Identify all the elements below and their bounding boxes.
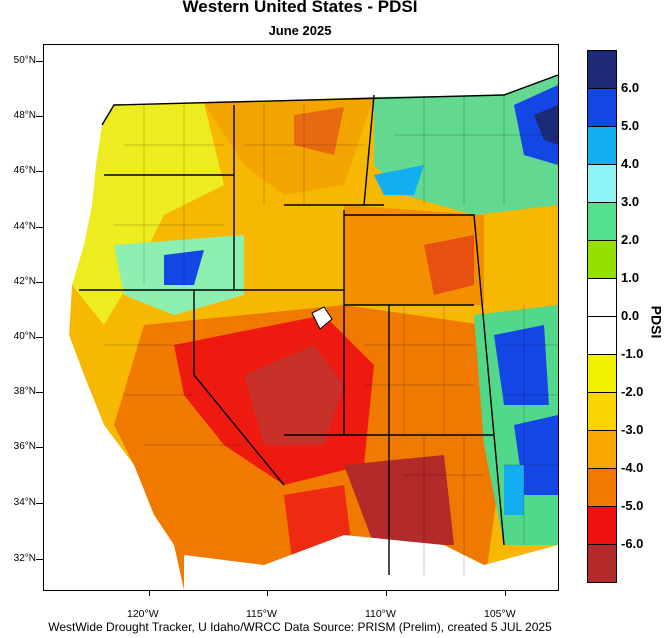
lat-label: 32°N [13, 553, 36, 564]
map-title: Western United States - PDSI [182, 0, 418, 16]
lat-tick [36, 116, 43, 117]
lon-label: 105°W [484, 608, 516, 620]
colorbar-label: 2.0 [621, 232, 640, 247]
map-subtitle: June 2025 [268, 23, 332, 38]
lat-label: 50°N [13, 55, 36, 66]
colorbar-label: 4.0 [621, 156, 640, 171]
lat-label: 46°N [13, 165, 36, 176]
colorbar-label: 1.0 [621, 270, 640, 285]
lat-tick [36, 61, 43, 62]
lat-label: 38°N [13, 386, 36, 397]
lat-tick [36, 392, 43, 393]
colorbar-segment [588, 431, 616, 469]
colorbar-segment [588, 203, 616, 241]
lat-tick [36, 559, 43, 560]
colorbar-label: -4.0 [621, 460, 644, 475]
lat-tick [36, 337, 43, 338]
colorbar-segment [588, 241, 616, 279]
colorbar-label: -3.0 [621, 422, 644, 437]
lon-tick [386, 590, 387, 596]
colorbar-segment [588, 89, 616, 127]
colorbar-segment [588, 279, 616, 317]
lat-label: 42°N [13, 276, 36, 287]
footer-credit: WestWide Drought Tracker, U Idaho/WRCC D… [48, 620, 552, 634]
colorbar-label: 3.0 [621, 194, 640, 209]
colorbar-segment [588, 469, 616, 507]
colorbar-title: PDSI [648, 305, 665, 339]
lat-tick [36, 227, 43, 228]
colorbar-segment [588, 127, 616, 165]
lat-label: 36°N [13, 441, 36, 452]
lat-tick [36, 171, 43, 172]
colorbar-label: -2.0 [621, 384, 644, 399]
lat-tick [36, 282, 43, 283]
colorbar-segment [588, 317, 616, 355]
colorbar-segment [588, 355, 616, 393]
lon-tick [149, 590, 150, 596]
colorbar-segment [588, 507, 616, 545]
pdsi-map [44, 45, 558, 590]
map-panel [43, 44, 559, 591]
colorbar-segment [588, 393, 616, 431]
colorbar [587, 50, 617, 583]
lat-label: 48°N [13, 110, 36, 121]
lat-label: 44°N [13, 221, 36, 232]
lat-label: 34°N [13, 497, 36, 508]
colorbar-segment [588, 51, 616, 89]
lat-tick [36, 447, 43, 448]
colorbar-label: -1.0 [621, 346, 644, 361]
colorbar-label: -6.0 [621, 536, 644, 551]
lat-label: 40°N [13, 331, 36, 342]
lon-label: 115°W [246, 608, 277, 620]
colorbar-segment [588, 165, 616, 203]
colorbar-label: 5.0 [621, 118, 640, 133]
colorbar-label: 0.0 [621, 308, 640, 323]
lon-tick [505, 590, 506, 596]
colorbar-label: -5.0 [621, 498, 644, 513]
lon-label: 110°W [365, 608, 396, 620]
colorbar-label: 6.0 [621, 80, 640, 95]
lon-label: 120°W [127, 608, 159, 620]
lon-tick [267, 590, 268, 596]
colorbar-segment [588, 545, 616, 582]
lat-tick [36, 503, 43, 504]
